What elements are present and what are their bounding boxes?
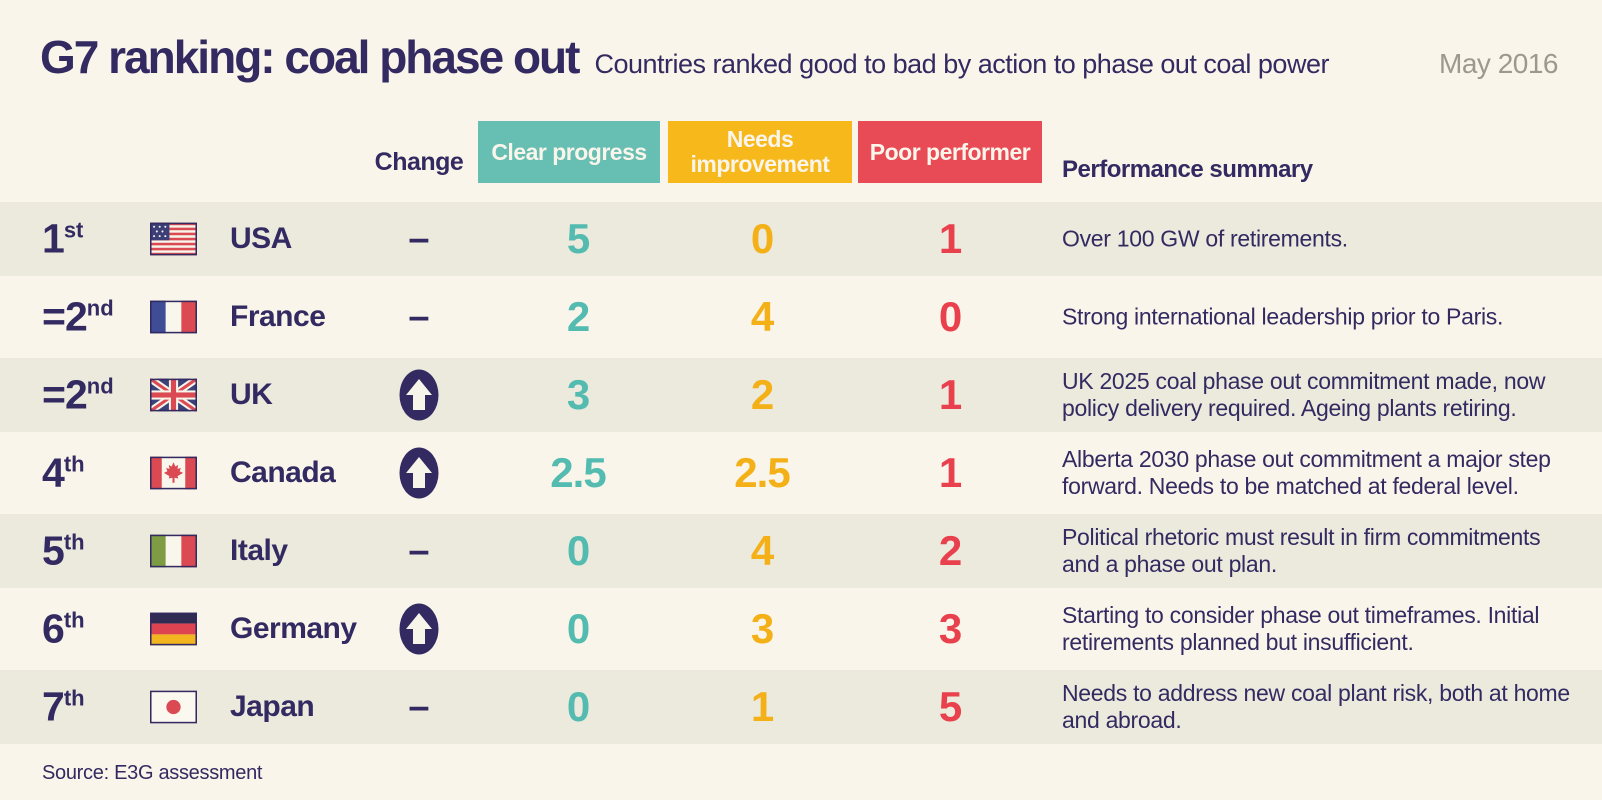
performance-summary-text: Starting to consider phase out timeframe… [1062,602,1540,655]
no-change-dash: – [408,218,430,260]
country-name: Italy [230,534,288,567]
rank-label: 7th [42,683,85,730]
country-name: Japan [230,690,315,723]
change-cell: – [408,220,429,258]
poor-performer-score: 1 [938,215,962,262]
table-row: 6th Germany 0 3 3 Starting to consider p… [0,592,1602,666]
ranking-table: 1st USA – 5 0 1 Over 100 GW of retiremen… [0,202,1602,748]
poor-performer-score: 1 [938,371,962,418]
table-row: =2nd France – 2 4 0 Strong international… [0,280,1602,354]
performance-summary-text: Strong international leadership prior to… [1062,303,1504,330]
poor-performer-score: 2 [938,527,962,574]
clear-progress-score: 2 [566,293,590,340]
rank-label: =2nd [42,371,114,418]
no-change-dash: – [408,686,430,728]
change-cell [398,446,440,500]
rank-label: 4th [42,449,85,496]
no-change-dash: – [408,296,430,338]
column-poor-performer: Poor performer [858,121,1042,183]
poor-performer-score: 0 [938,293,962,340]
needs-improvement-score: 4 [750,527,774,574]
rank-label: 5th [42,527,85,574]
date-label: May 2016 [1439,48,1558,79]
table-row: 4th Canada 2.5 2.5 1 Alberta 2030 phase … [0,436,1602,510]
clear-progress-score: 3 [566,371,590,418]
usa-flag-icon [150,222,197,256]
poor-performer-score: 1 [938,449,962,496]
table-row: 1st USA – 5 0 1 Over 100 GW of retiremen… [0,202,1602,276]
clear-progress-score: 2.5 [550,449,606,496]
up-arrow-icon [399,369,439,421]
rank-label: 1st [42,215,84,262]
column-performance-summary: Performance summary [1062,156,1313,183]
change-cell [398,602,440,656]
country-name: France [230,300,326,333]
country-name: Canada [230,456,336,489]
header: G7 ranking: coal phase out Countries ran… [0,0,1602,84]
performance-summary-text: Alberta 2030 phase out commitment a majo… [1062,446,1551,499]
needs-improvement-score: 0 [750,215,774,262]
country-name: Germany [230,612,357,645]
needs-improvement-score: 2.5 [734,449,790,496]
change-cell: – [408,298,429,336]
needs-improvement-score: 3 [750,605,774,652]
table-row: 5th Italy – 0 4 2 Political rhetoric mus… [0,514,1602,588]
poor-performer-score: 5 [938,683,962,730]
clear-progress-score: 5 [566,215,590,262]
italy-flag-icon [150,534,197,568]
needs-improvement-score: 4 [750,293,774,340]
clear-progress-score: 0 [566,605,590,652]
france-flag-icon [150,300,197,334]
page-subtitle: Countries ranked good to bad by action t… [594,49,1329,79]
performance-summary-text: Political rhetoric must result in firm c… [1062,524,1541,577]
change-cell [398,368,440,422]
japan-flag-icon [150,690,197,724]
table-row: 7th Japan – 0 1 5 Needs to address new c… [0,670,1602,744]
clear-progress-score: 0 [566,683,590,730]
source-note: Source: E3G assessment [42,762,263,784]
rank-label: =2nd [42,293,114,340]
up-arrow-icon [399,447,439,499]
table-row: =2nd UK 3 2 1 UK 2025 coal phase out com… [0,358,1602,432]
rank-label: 6th [42,605,85,652]
country-name: UK [230,378,273,411]
needs-improvement-score: 1 [750,683,774,730]
performance-summary-text: UK 2025 coal phase out commitment made, … [1062,368,1546,421]
clear-progress-score: 0 [566,527,590,574]
country-name: USA [230,222,292,255]
column-change: Change [374,148,464,176]
canada-flag-icon [150,456,197,490]
performance-summary-text: Needs to address new coal plant risk, bo… [1062,680,1570,733]
page-title: G7 ranking: coal phase out [40,31,580,83]
column-clear-progress: Clear progress [478,121,660,183]
column-needs-improvement: Needs improvement [668,121,852,183]
uk-flag-icon [150,378,197,412]
column-header-row: Change Clear progress Needs improvement … [0,110,1602,202]
needs-improvement-score: 2 [750,371,774,418]
performance-summary-text: Over 100 GW of retirements. [1062,225,1348,252]
change-cell: – [408,532,429,570]
up-arrow-icon [399,603,439,655]
no-change-dash: – [408,530,430,572]
germany-flag-icon [150,612,197,646]
change-cell: – [408,688,429,726]
poor-performer-score: 3 [938,605,962,652]
